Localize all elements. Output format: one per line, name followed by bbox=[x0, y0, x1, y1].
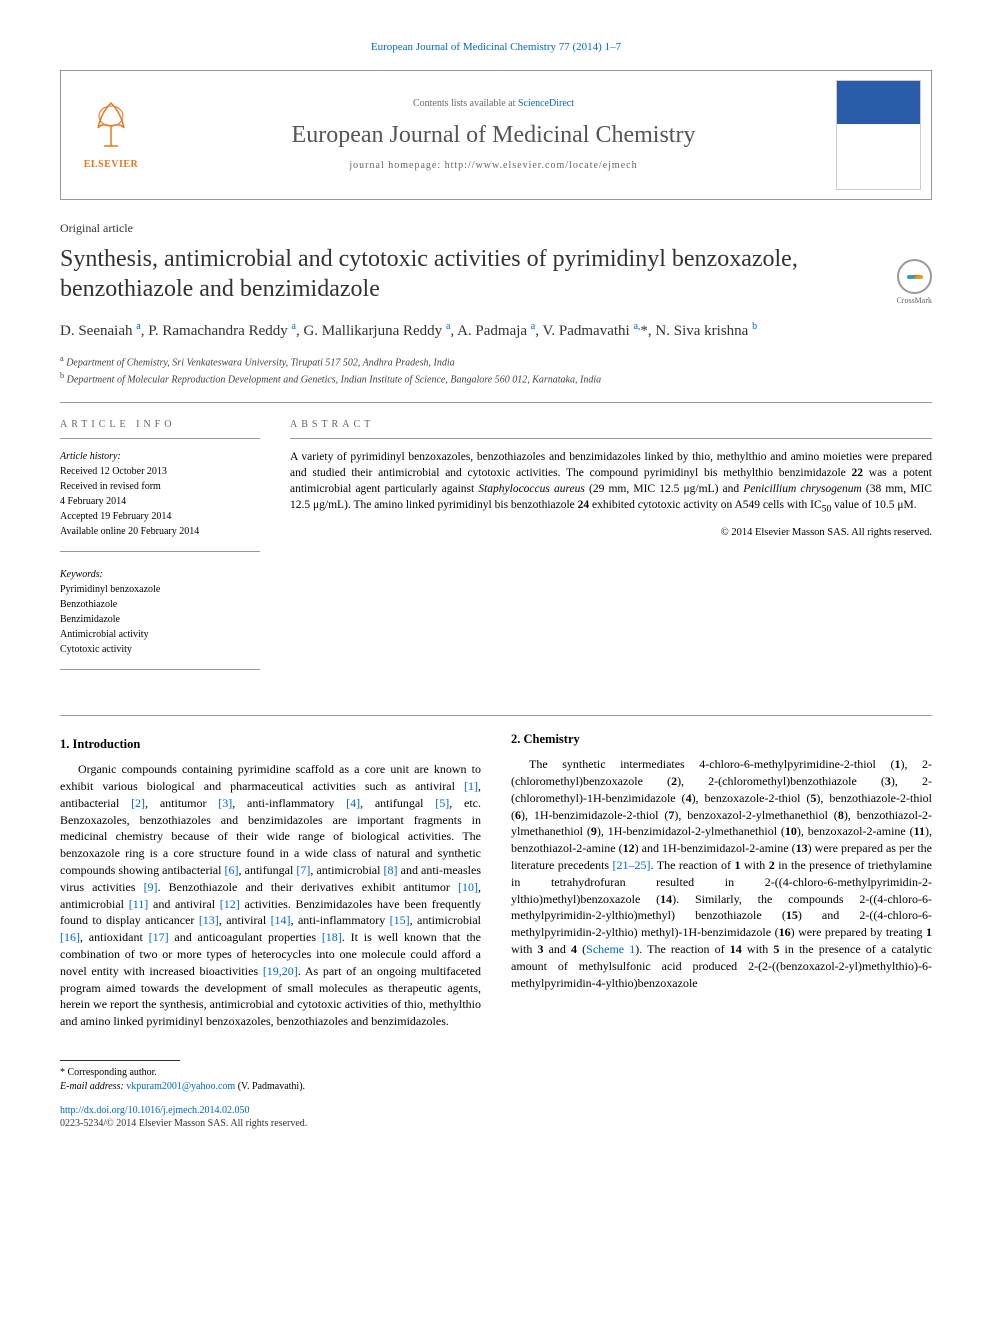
article-info-column: ARTICLE INFO Article history: Received 1… bbox=[60, 418, 260, 685]
header-citation: European Journal of Medicinal Chemistry … bbox=[60, 40, 932, 55]
abstract-text: A variety of pyrimidinyl benzoxazoles, b… bbox=[290, 449, 932, 516]
crossmark-icon bbox=[897, 259, 932, 294]
journal-cover-thumbnail bbox=[836, 80, 921, 190]
article-info-heading: ARTICLE INFO bbox=[60, 418, 260, 439]
elsevier-label: ELSEVIER bbox=[71, 158, 151, 172]
chemistry-heading: 2. Chemistry bbox=[511, 731, 932, 749]
affiliation-a: a Department of Chemistry, Sri Venkatesw… bbox=[60, 353, 932, 370]
email-label: E-mail address: bbox=[60, 1081, 126, 1092]
sciencedirect-link[interactable]: ScienceDirect bbox=[518, 98, 574, 109]
section-divider bbox=[60, 715, 932, 716]
journal-name: European Journal of Medicinal Chemistry bbox=[161, 119, 826, 151]
article-type: Original article bbox=[60, 220, 932, 236]
body-columns: 1. Introduction Organic compounds contai… bbox=[60, 731, 932, 1030]
corr-email-link[interactable]: vkpuram2001@yahoo.com bbox=[126, 1081, 235, 1092]
crossmark-label: CrossMark bbox=[896, 296, 932, 305]
section-divider bbox=[60, 402, 932, 403]
doi-link[interactable]: http://dx.doi.org/10.1016/j.ejmech.2014.… bbox=[60, 1105, 250, 1116]
keywords-list: Pyrimidinyl benzoxazoleBenzothiazoleBenz… bbox=[60, 582, 260, 657]
history-list: Received 12 October 2013Received in revi… bbox=[60, 464, 260, 539]
homepage-url[interactable]: http://www.elsevier.com/locate/ejmech bbox=[445, 160, 638, 171]
chemistry-paragraph: The synthetic intermediates 4-chloro-6-m… bbox=[511, 756, 932, 991]
authors-list: D. Seenaiah a, P. Ramachandra Reddy a, G… bbox=[60, 319, 932, 343]
homepage-prefix: journal homepage: bbox=[349, 160, 444, 171]
article-history-block: Article history: Received 12 October 201… bbox=[60, 449, 260, 552]
history-label: Article history: bbox=[60, 449, 260, 464]
contents-available-line: Contents lists available at ScienceDirec… bbox=[161, 97, 826, 111]
keywords-block: Keywords: Pyrimidinyl benzoxazoleBenzoth… bbox=[60, 567, 260, 670]
crossmark-badge[interactable]: CrossMark bbox=[896, 259, 932, 307]
abstract-column: ABSTRACT A variety of pyrimidinyl benzox… bbox=[290, 418, 932, 685]
corr-email-line: E-mail address: vkpuram2001@yahoo.com (V… bbox=[60, 1080, 932, 1094]
header-center: Contents lists available at ScienceDirec… bbox=[161, 97, 826, 172]
journal-header-box: ELSEVIER Contents lists available at Sci… bbox=[60, 70, 932, 200]
corr-author-mark: * Corresponding author. bbox=[60, 1066, 932, 1080]
affiliation-b: b Department of Molecular Reproduction D… bbox=[60, 370, 932, 387]
affiliations: a Department of Chemistry, Sri Venkatesw… bbox=[60, 353, 932, 388]
doi-line: http://dx.doi.org/10.1016/j.ejmech.2014.… bbox=[60, 1104, 932, 1118]
journal-homepage-line: journal homepage: http://www.elsevier.co… bbox=[161, 159, 826, 173]
issn-copyright-line: 0223-5234/© 2014 Elsevier Masson SAS. Al… bbox=[60, 1117, 932, 1131]
footnote-separator bbox=[60, 1060, 180, 1061]
email-suffix: (V. Padmavathi). bbox=[235, 1081, 305, 1092]
contents-prefix: Contents lists available at bbox=[413, 98, 518, 109]
intro-heading: 1. Introduction bbox=[60, 736, 481, 754]
article-title: Synthesis, antimicrobial and cytotoxic a… bbox=[60, 244, 932, 304]
abstract-heading: ABSTRACT bbox=[290, 418, 932, 439]
info-abstract-row: ARTICLE INFO Article history: Received 1… bbox=[60, 418, 932, 685]
elsevier-tree-icon bbox=[86, 98, 136, 158]
elsevier-logo-block: ELSEVIER bbox=[61, 88, 161, 181]
keywords-label: Keywords: bbox=[60, 567, 260, 582]
corresponding-author-footnote: * Corresponding author. E-mail address: … bbox=[60, 1066, 932, 1094]
abstract-copyright: © 2014 Elsevier Masson SAS. All rights r… bbox=[290, 526, 932, 540]
intro-paragraph: Organic compounds containing pyrimidine … bbox=[60, 761, 481, 1030]
